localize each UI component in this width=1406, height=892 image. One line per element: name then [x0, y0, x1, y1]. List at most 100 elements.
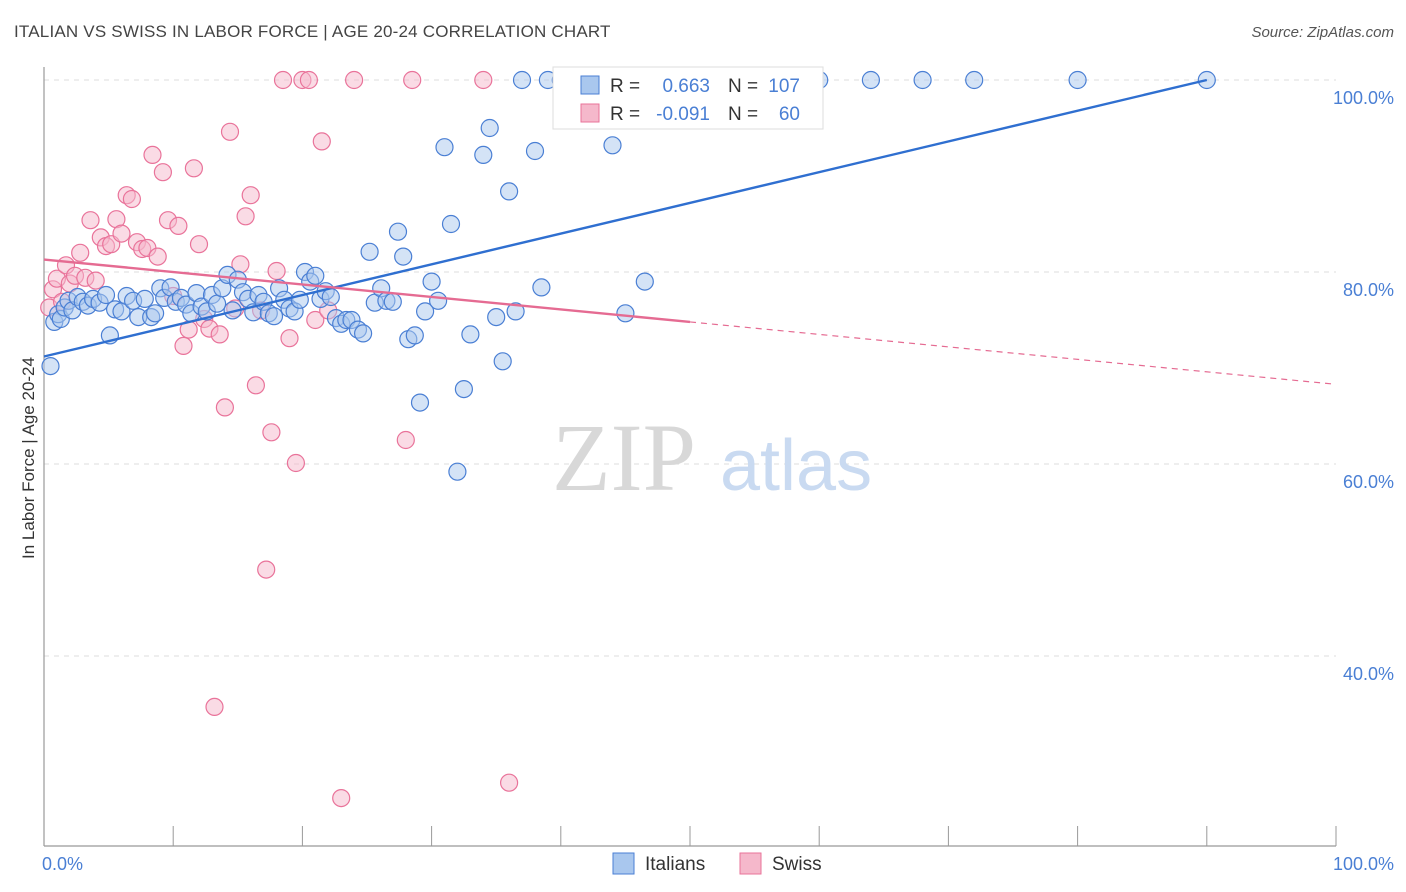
italians-point: [416, 302, 435, 321]
italians-point: [360, 242, 379, 261]
y-tick-label: 100.0%: [1333, 88, 1394, 108]
watermark-atlas: atlas: [720, 426, 872, 506]
italians-point: [500, 182, 519, 201]
italians-point: [388, 222, 408, 241]
italians-point: [506, 302, 525, 321]
swiss-point: [241, 186, 260, 205]
swiss-point: [299, 70, 318, 90]
swiss-r-label: R =: [610, 104, 640, 125]
grid-lines: [44, 79, 1336, 657]
swiss-point: [148, 247, 167, 266]
italians-point: [603, 136, 622, 155]
swiss-point: [143, 145, 162, 164]
swiss-point: [189, 235, 209, 254]
x-tick-label-min: 0.0%: [42, 854, 83, 874]
italians-point: [429, 291, 448, 310]
swiss-points: [40, 70, 519, 808]
swiss-point: [312, 132, 331, 151]
swiss-n-label: N =: [728, 104, 758, 125]
swiss-point: [153, 163, 172, 182]
italians-point: [146, 304, 165, 323]
swiss-point: [205, 697, 224, 717]
swiss-point: [474, 70, 493, 90]
swiss-point: [71, 243, 90, 262]
swiss-r-value: -0.091: [656, 104, 710, 125]
italians-point: [532, 278, 551, 297]
italians-point: [454, 380, 473, 399]
y-tick-label: 60.0%: [1343, 472, 1394, 492]
italians-point: [493, 352, 512, 371]
italians-point: [410, 393, 430, 412]
bottom-legend: Italians Swiss: [612, 852, 822, 875]
italians-point: [512, 70, 532, 90]
swiss-legend-swatch: [580, 103, 600, 123]
y-tick-labels: 40.0% 60.0% 80.0% 100.0%: [1333, 88, 1394, 684]
swiss-point: [210, 325, 229, 344]
swiss-point: [345, 70, 364, 90]
swiss-point: [267, 261, 286, 281]
swiss-point: [174, 336, 193, 355]
italians-point: [383, 292, 402, 311]
italians-point: [1068, 70, 1087, 90]
swiss-point: [273, 70, 293, 90]
italians-point: [135, 289, 154, 308]
source-label: Source: ZipAtlas.com: [1251, 24, 1394, 41]
italians-point: [321, 287, 340, 307]
bottom-legend-italians-swatch: [612, 852, 635, 875]
swiss-point: [112, 224, 131, 243]
swiss-point: [306, 310, 325, 330]
italians-point: [306, 266, 325, 285]
italians-legend-swatch: [580, 75, 600, 95]
italians-point: [394, 247, 413, 266]
swiss-point: [184, 159, 203, 178]
italians-point: [965, 70, 984, 90]
italians-points: [41, 70, 1216, 481]
swiss-point: [262, 423, 281, 442]
swiss-point: [169, 216, 188, 235]
swiss-point: [257, 560, 276, 579]
italians-point: [208, 294, 227, 313]
italians-point: [264, 307, 284, 326]
swiss-point: [81, 211, 100, 230]
italians-point: [487, 308, 506, 327]
swiss-point: [236, 207, 255, 226]
y-axis-label: In Labor Force | Age 20-24: [19, 357, 38, 559]
swiss-point: [246, 376, 265, 395]
watermark-zip: ZIP: [552, 404, 696, 511]
swiss-trend-extension: [689, 321, 1337, 385]
italians-r-label: R =: [610, 76, 640, 97]
swiss-point: [332, 788, 351, 808]
swiss-point: [86, 271, 105, 290]
italians-point: [480, 118, 499, 138]
swiss-point: [122, 189, 141, 209]
bottom-legend-italians-label: Italians: [645, 854, 705, 875]
italians-point: [354, 324, 373, 343]
stats-legend: R = 0.663 N = 107 R = -0.091 N = 60: [552, 66, 824, 130]
italians-point: [913, 70, 932, 90]
italians-point: [635, 272, 654, 291]
italians-point: [96, 285, 116, 305]
x-tick-label-max: 100.0%: [1333, 854, 1394, 874]
italians-point: [405, 326, 424, 345]
swiss-point: [280, 329, 299, 348]
italians-point: [448, 462, 467, 481]
swiss-point: [403, 70, 422, 90]
watermark: ZIP atlas: [552, 404, 872, 511]
bottom-legend-swiss-label: Swiss: [772, 854, 822, 875]
italians-point: [474, 145, 493, 164]
bottom-legend-swiss-swatch: [739, 852, 762, 875]
italians-point: [525, 141, 545, 161]
italians-point: [422, 272, 441, 291]
swiss-point: [215, 398, 234, 417]
italians-trend-line: [43, 78, 1208, 358]
y-tick-label: 80.0%: [1343, 280, 1394, 300]
x-ticks: [172, 826, 1337, 846]
italians-point: [441, 214, 461, 234]
italians-point: [461, 325, 480, 344]
italians-point: [861, 70, 881, 90]
swiss-trend-line: [43, 258, 691, 324]
swiss-point: [286, 453, 305, 473]
italians-point: [41, 357, 60, 376]
swiss-point: [220, 122, 240, 141]
